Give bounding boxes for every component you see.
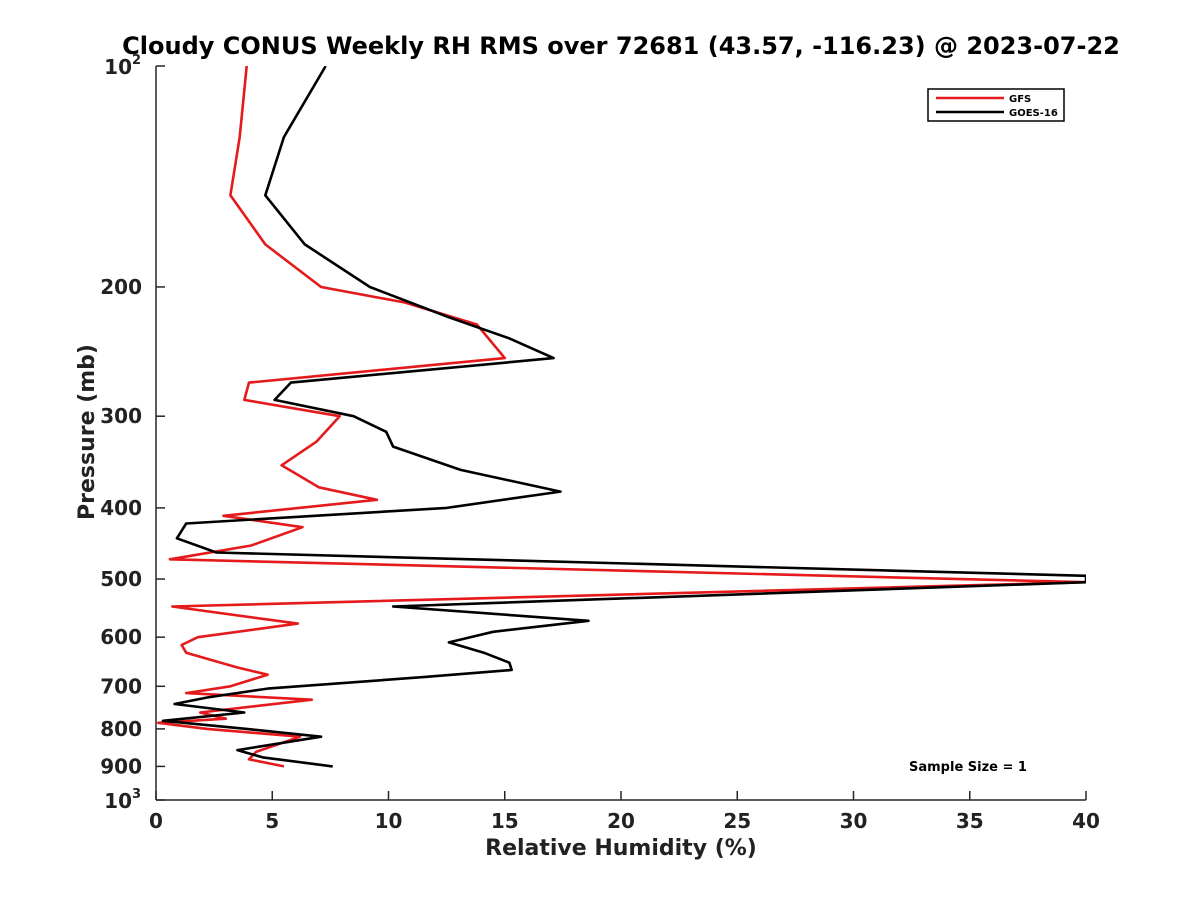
x-tick-label: 25 (723, 809, 751, 833)
x-tick-label: 35 (956, 809, 984, 833)
series-line-gfs (157, 66, 1086, 768)
y-tick-label: 10 (104, 789, 132, 813)
y-axis-label: Pressure (mb) (75, 344, 100, 520)
y-tick-label: 10 (104, 55, 132, 79)
y-tick-label-exponent: 3 (132, 787, 141, 802)
y-tick-label: 600 (100, 625, 142, 649)
legend-box (927, 88, 1065, 122)
y-tick-label: 400 (100, 496, 142, 520)
x-tick-label: 5 (265, 809, 279, 833)
chart-title: Cloudy CONUS Weekly RH RMS over 72681 (4… (122, 32, 1120, 60)
x-axis-label: Relative Humidity (%) (485, 836, 757, 861)
x-tick-label: 10 (375, 809, 403, 833)
legend: GFS GOES-16 (927, 88, 1065, 122)
x-tick-label: 15 (491, 809, 519, 833)
legend-label-goes16: GOES-16 (1009, 108, 1058, 119)
y-tick-label: 500 (100, 567, 142, 591)
y-tick-label: 800 (100, 717, 142, 741)
y-tick-label-exponent: 2 (132, 53, 141, 68)
series-line-goes-16 (161, 66, 1086, 768)
y-tick-label: 300 (100, 404, 142, 428)
y-tick-label: 900 (100, 754, 142, 778)
x-tick-label: 40 (1072, 809, 1100, 833)
x-tick-label: 30 (840, 809, 868, 833)
sample-size-annotation: Sample Size = 1 (909, 760, 1027, 775)
x-tick-label: 20 (607, 809, 635, 833)
x-tick-label: 0 (149, 809, 163, 833)
y-tick-label: 700 (100, 674, 142, 698)
legend-label-gfs: GFS (1009, 94, 1031, 105)
y-tick-label: 200 (100, 275, 142, 299)
